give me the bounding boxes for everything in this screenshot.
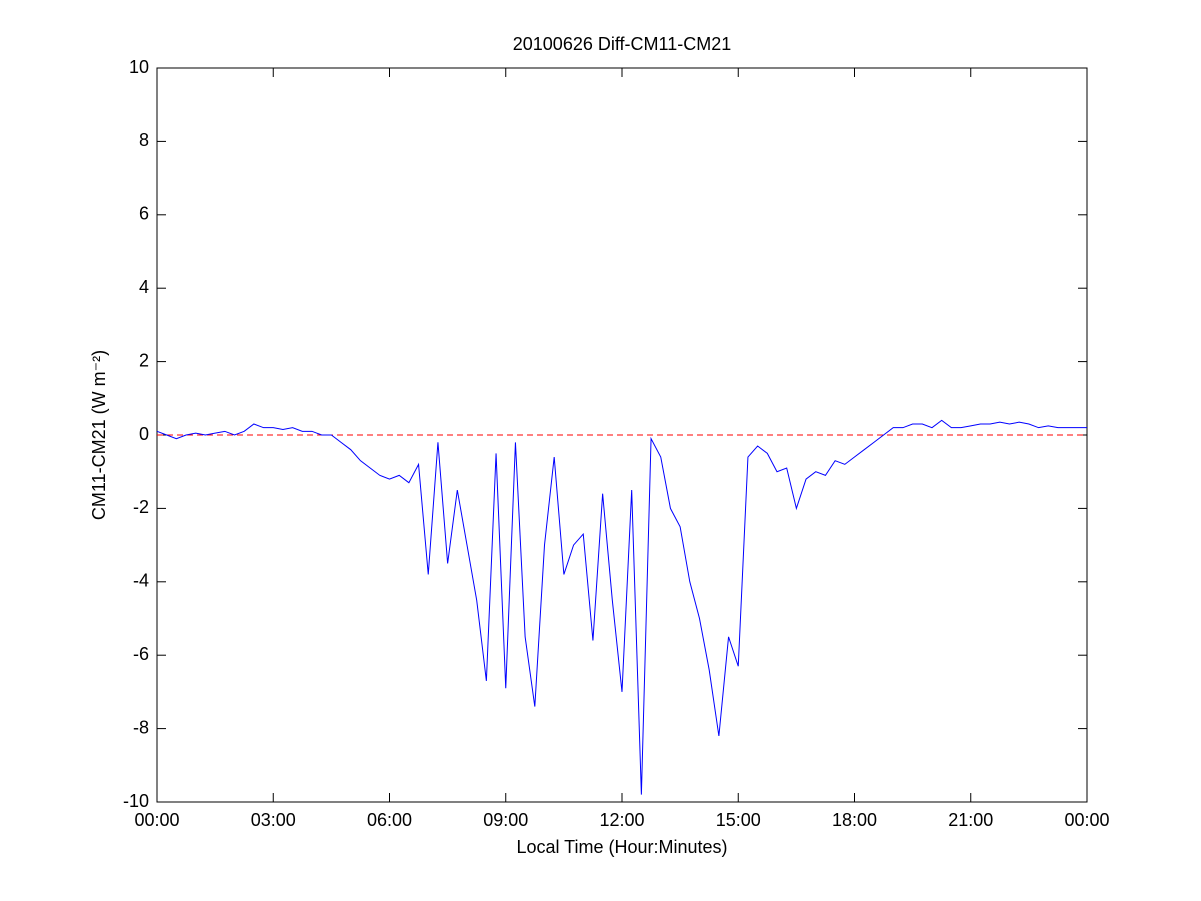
y-tick-label: -2	[133, 497, 149, 517]
x-tick-label: 15:00	[716, 810, 761, 830]
x-tick-label: 00:00	[134, 810, 179, 830]
x-tick-label: 18:00	[832, 810, 877, 830]
data-line	[156, 419, 1087, 795]
x-tick-label: 09:00	[483, 810, 528, 830]
y-tick-label: 8	[139, 130, 149, 150]
x-tick-label: 21:00	[948, 810, 993, 830]
y-tick-label: 10	[129, 57, 149, 77]
y-tick-label: -4	[133, 571, 149, 591]
y-axis-label: CM11-CM21 (W m⁻²)	[89, 350, 109, 520]
y-tick-label: 0	[139, 424, 149, 444]
y-tick-label: 2	[139, 350, 149, 370]
x-tick-label: 03:00	[251, 810, 296, 830]
y-tick-label: -10	[123, 791, 149, 811]
chart-title: 20100626 Diff-CM11-CM21	[513, 34, 731, 54]
x-tick-label: 06:00	[367, 810, 412, 830]
y-tick-label: -6	[133, 644, 149, 664]
x-tick-label: 00:00	[1064, 810, 1109, 830]
x-tick-label: 12:00	[599, 810, 644, 830]
y-tick-label: 4	[139, 277, 149, 297]
y-tick-label: -8	[133, 717, 149, 737]
y-tick-label: 6	[139, 204, 149, 224]
x-axis-label: Local Time (Hour:Minutes)	[516, 837, 727, 857]
